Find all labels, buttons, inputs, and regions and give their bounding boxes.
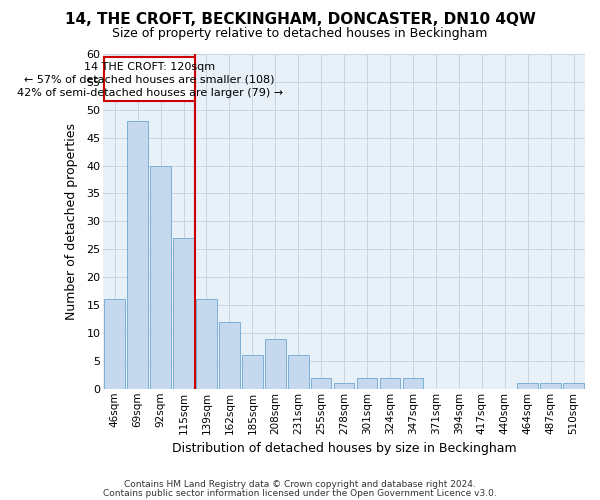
Bar xyxy=(265,338,286,389)
Text: 14, THE CROFT, BECKINGHAM, DONCASTER, DN10 4QW: 14, THE CROFT, BECKINGHAM, DONCASTER, DN… xyxy=(65,12,535,26)
Bar xyxy=(104,300,125,389)
Bar xyxy=(173,238,194,389)
Bar xyxy=(403,378,423,389)
Bar xyxy=(288,356,308,389)
Text: 42% of semi-detached houses are larger (79) →: 42% of semi-detached houses are larger (… xyxy=(17,88,283,99)
Bar xyxy=(357,378,377,389)
Text: 14 THE CROFT: 120sqm: 14 THE CROFT: 120sqm xyxy=(84,62,215,72)
Bar xyxy=(380,378,400,389)
Text: Contains HM Land Registry data © Crown copyright and database right 2024.: Contains HM Land Registry data © Crown c… xyxy=(124,480,476,489)
FancyBboxPatch shape xyxy=(104,57,195,102)
Bar xyxy=(127,121,148,389)
Text: ← 57% of detached houses are smaller (108): ← 57% of detached houses are smaller (10… xyxy=(25,75,275,85)
Bar xyxy=(517,383,538,389)
Bar xyxy=(563,383,584,389)
Text: Size of property relative to detached houses in Beckingham: Size of property relative to detached ho… xyxy=(112,28,488,40)
Bar xyxy=(311,378,331,389)
Bar xyxy=(219,322,240,389)
Y-axis label: Number of detached properties: Number of detached properties xyxy=(65,123,78,320)
Bar xyxy=(150,166,171,389)
X-axis label: Distribution of detached houses by size in Beckingham: Distribution of detached houses by size … xyxy=(172,442,517,455)
Bar xyxy=(242,356,263,389)
Bar xyxy=(540,383,561,389)
Bar xyxy=(196,300,217,389)
Bar xyxy=(334,383,355,389)
Text: Contains public sector information licensed under the Open Government Licence v3: Contains public sector information licen… xyxy=(103,489,497,498)
